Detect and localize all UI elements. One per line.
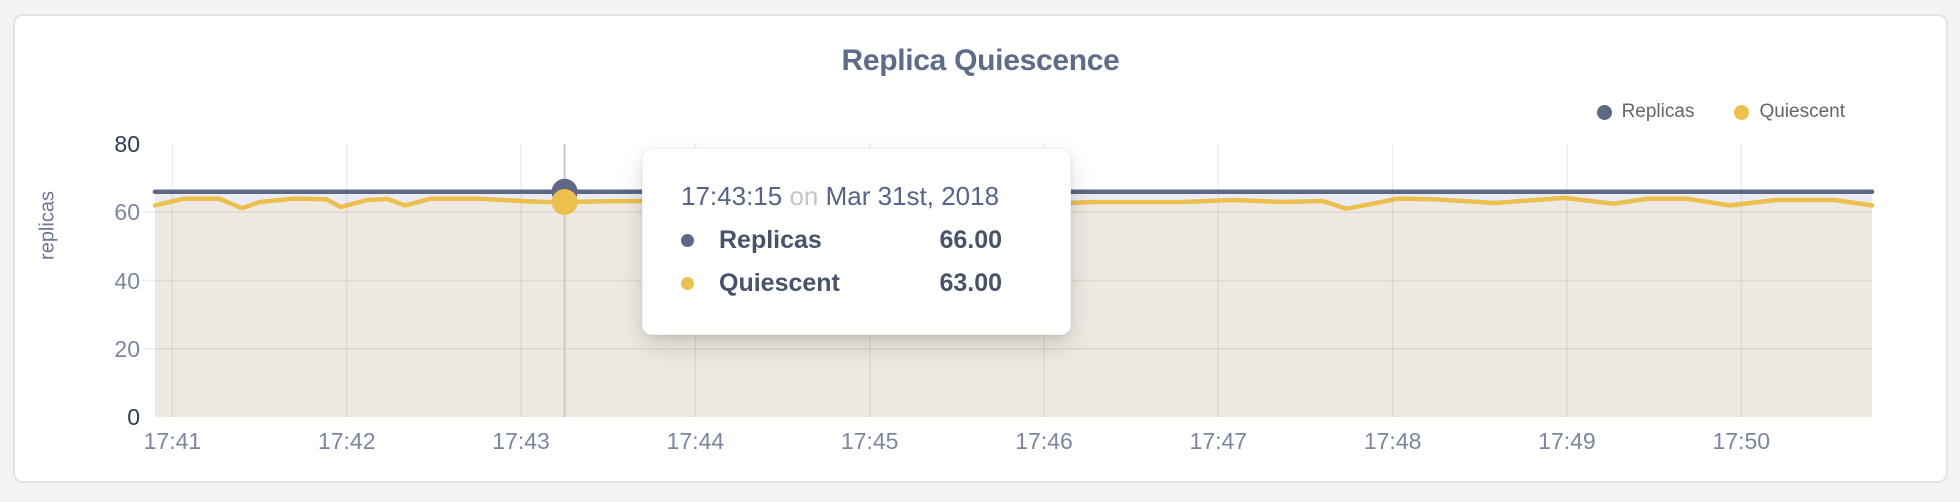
y-tick-label: 0 — [127, 404, 140, 430]
tooltip-conjunction: on — [789, 181, 819, 211]
x-tick-label: 17:44 — [666, 428, 725, 454]
x-tick-label: 17:43 — [492, 428, 550, 454]
quiescent-dot-icon — [681, 277, 694, 290]
x-tick-label: 17:47 — [1189, 428, 1248, 454]
x-tick-label: 17:48 — [1363, 428, 1422, 454]
y-tick-label: 20 — [114, 335, 140, 362]
tooltip-date: Mar 31st, 2018 — [825, 181, 1000, 211]
legend-label: Quiescent — [1759, 101, 1845, 122]
tooltip-header: 17:43:15 on Mar 31st, 2018 — [681, 181, 1002, 212]
y-axis-title: replicas — [36, 191, 59, 260]
y-tick-label: 60 — [114, 199, 140, 226]
tooltip-row-replicas: Replicas 66.00 — [681, 226, 1002, 255]
x-tick-label: 17:41 — [143, 428, 202, 454]
tooltip-time: 17:43:15 — [681, 181, 783, 211]
tooltip-series-value: 66.00 — [939, 226, 1002, 254]
y-tick-label: 40 — [114, 267, 140, 294]
tooltip-series-label: Replicas — [719, 226, 822, 254]
hover-tooltip: 17:43:15 on Mar 31st, 2018 Replicas 66.0… — [642, 148, 1071, 335]
x-tick-label: 17:45 — [840, 428, 899, 454]
chart-title: Replica Quiescence — [841, 44, 1120, 77]
y-tick-label: 80 — [114, 131, 140, 157]
hover-point-quiescent — [551, 189, 578, 215]
quiescent-legend-dot-icon — [1734, 104, 1750, 120]
replicas-dot-icon — [681, 234, 694, 247]
x-tick-label: 17:42 — [317, 428, 376, 454]
tooltip-series-value: 63.00 — [939, 269, 1002, 297]
x-tick-label: 17:49 — [1538, 428, 1596, 454]
legend-label: Replicas — [1621, 101, 1695, 122]
tooltip-series-label: Quiescent — [719, 269, 840, 297]
tooltip-row-quiescent: Quiescent 63.00 — [681, 269, 1002, 298]
legend-item-replicas[interactable]: Replicas — [1596, 101, 1695, 123]
replicas-legend-dot-icon — [1596, 104, 1612, 120]
legend: Replicas Quiescent — [1596, 101, 1845, 123]
x-tick-label: 17:46 — [1015, 428, 1073, 454]
legend-item-quiescent[interactable]: Quiescent — [1734, 101, 1845, 123]
x-tick-label: 17:50 — [1712, 428, 1771, 454]
